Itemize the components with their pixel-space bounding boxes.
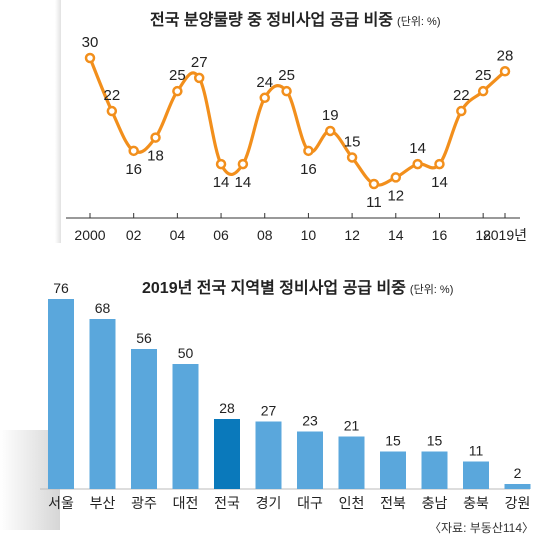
- x-tick-label: 04: [170, 227, 186, 243]
- data-point: [368, 178, 380, 190]
- data-label: 22: [103, 87, 120, 104]
- bar: [504, 484, 531, 489]
- bar: [131, 349, 157, 489]
- data-point: [150, 132, 161, 143]
- data-label: 16: [300, 161, 317, 178]
- data-point: [434, 158, 445, 170]
- bar-value-label: 28: [219, 400, 235, 416]
- data-label: 11: [366, 194, 382, 211]
- bar-chart-title: 2019년 전국 지역별 정비사업 공급 비중 (단위: %): [142, 274, 453, 298]
- line-chart-title-text: 전국 분양물량 중 정비사업 공급 비중: [150, 12, 394, 29]
- x-tick-label: 10: [301, 227, 317, 243]
- bar-value-label: 76: [53, 280, 69, 296]
- x-tick-label: 2000: [74, 227, 105, 243]
- data-label: 14: [409, 140, 426, 157]
- data-point: [390, 172, 402, 183]
- bar: [380, 451, 406, 489]
- data-point: [303, 145, 314, 157]
- bar-value-label: 15: [427, 433, 443, 449]
- data-label: 15: [344, 133, 361, 150]
- data-label: 25: [169, 67, 186, 84]
- data-label: 18: [147, 148, 164, 165]
- data-point: [215, 158, 227, 170]
- data-point: [237, 158, 249, 170]
- bar-value-label: 23: [302, 413, 318, 429]
- bar-value-label: 15: [385, 433, 401, 449]
- data-point: [281, 85, 292, 97]
- source-note: 〈자료: 부동산114〉: [429, 521, 534, 535]
- data-label: 25: [475, 67, 492, 84]
- bar-value-label: 68: [95, 300, 111, 316]
- bar-value-label: 50: [178, 345, 194, 361]
- data-label: 14: [235, 174, 252, 191]
- data-point: [346, 152, 358, 163]
- category-label: 전북: [380, 495, 406, 511]
- line-chart-unit: (단위: %): [397, 16, 441, 28]
- x-tick-label: 18: [475, 227, 491, 243]
- data-point: [456, 105, 467, 117]
- bar-value-label: 27: [261, 403, 277, 419]
- data-point: [128, 145, 139, 157]
- bar: [89, 319, 116, 489]
- line-chart-title: 전국 분양물량 중 정비사업 공급 비중 (단위: %): [150, 6, 441, 30]
- bar-value-label: 56: [136, 330, 152, 346]
- category-label: 부산: [90, 495, 116, 511]
- bar-value-label: 2: [514, 465, 522, 481]
- data-point: [84, 52, 96, 64]
- category-label: 대전: [173, 495, 199, 511]
- bar: [297, 431, 323, 489]
- category-label: 대구: [297, 495, 323, 511]
- bar-value-label: 11: [469, 443, 484, 459]
- data-label: 24: [256, 74, 273, 91]
- top-panel-shadow: [55, 0, 63, 243]
- x-tick-label: 16: [432, 227, 448, 243]
- category-label: 경기: [256, 495, 282, 511]
- category-label: 충남: [422, 495, 448, 511]
- bar-chart-title-text: 2019년 전국 지역별 정비사업 공급 비중: [142, 280, 406, 297]
- bar: [338, 436, 365, 489]
- data-label: 22: [453, 87, 470, 104]
- category-label: 충북: [463, 495, 489, 511]
- line-chart: 2000 02 04 06 08 10 12 14 16 182019년3022161825271…: [66, 34, 527, 243]
- bar-value-label: 21: [344, 418, 360, 434]
- data-label: 14: [213, 174, 230, 191]
- bar: [48, 299, 74, 489]
- data-label: 28: [497, 47, 514, 64]
- data-point: [259, 92, 270, 104]
- category-label: 서울: [48, 495, 74, 511]
- data-label: 27: [191, 54, 208, 71]
- data-label: 30: [82, 34, 99, 51]
- x-tick-label: 2019년: [483, 227, 527, 243]
- bar: [255, 421, 282, 489]
- bar: [421, 451, 448, 489]
- data-label: 12: [387, 187, 404, 204]
- data-label: 14: [431, 174, 448, 191]
- line-chart-panel: [61, 0, 540, 243]
- category-label: 인천: [339, 495, 365, 511]
- bar-chart-unit: (단위: %): [409, 284, 454, 296]
- x-tick-label: 02: [126, 227, 142, 243]
- x-tick-label: 06: [213, 227, 229, 243]
- data-point: [193, 72, 205, 84]
- category-label: 전국: [214, 495, 240, 511]
- data-point: [477, 85, 489, 97]
- data-label: 16: [125, 161, 142, 178]
- data-point: [499, 66, 511, 77]
- category-label: 광주: [131, 495, 157, 511]
- data-point: [412, 158, 423, 170]
- data-point: [325, 125, 336, 137]
- data-label: 25: [278, 67, 295, 84]
- bar: [172, 364, 199, 489]
- x-tick-label: 12: [344, 227, 360, 243]
- data-point: [106, 105, 118, 117]
- bar: [214, 419, 240, 489]
- category-label: 강원: [505, 495, 531, 511]
- bar: [463, 461, 489, 489]
- x-tick-label: 08: [257, 227, 273, 243]
- data-point: [172, 85, 183, 97]
- data-label: 19: [322, 107, 339, 124]
- x-tick-label: 14: [388, 227, 404, 243]
